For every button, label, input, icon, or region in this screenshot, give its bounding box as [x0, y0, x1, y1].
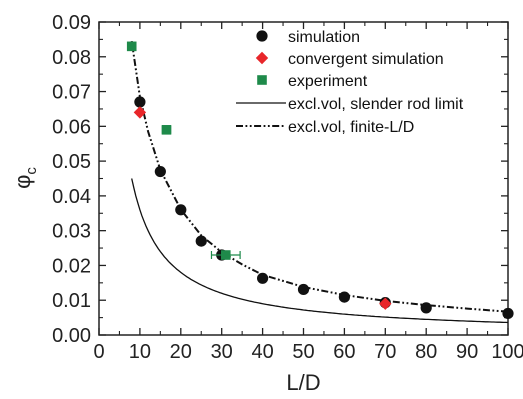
x-axis-label: L/D [286, 370, 320, 395]
y-axis-label: φc [10, 167, 40, 189]
legend-label: convergent simulation [288, 51, 444, 68]
legend-symbol [257, 75, 267, 85]
convergent-simulation-point [379, 297, 392, 310]
legend-label: excl.vol, finite-L/D [288, 119, 414, 136]
y-tick-label: 0.00 [52, 325, 91, 347]
x-tick-label: 20 [170, 341, 192, 363]
y-tick-label: 0.09 [52, 12, 91, 34]
x-tick-label: 30 [211, 341, 233, 363]
x-tick-label: 100 [491, 341, 523, 363]
y-tick-label: 0.05 [52, 151, 91, 173]
x-tick-label: 70 [374, 341, 396, 363]
x-tick-label: 50 [292, 341, 314, 363]
x-tick-label: 0 [93, 341, 104, 363]
convergent-simulation-point [133, 106, 147, 119]
legend-symbol [255, 51, 269, 65]
simulation-point [154, 165, 166, 178]
y-tick-label: 0.06 [52, 116, 91, 138]
legend-label: experiment [288, 73, 368, 90]
simulation-point [257, 272, 269, 284]
simulation-point [195, 235, 207, 247]
simulation-point [134, 96, 146, 108]
simulation-point [420, 302, 432, 314]
simulation-point [297, 283, 310, 296]
series-line [130, 40, 508, 313]
x-tick-label: 40 [251, 341, 273, 363]
y-tick-label: 0.01 [52, 290, 91, 312]
legend-symbol [256, 30, 268, 42]
simulation-point [502, 307, 514, 320]
y-tick-label: 0.03 [52, 221, 91, 243]
x-tick-label: 60 [333, 341, 355, 363]
x-tick-label: 90 [456, 341, 478, 363]
y-tick-label: 0.07 [52, 82, 91, 104]
legend-label: simulation [288, 29, 360, 46]
simulation-point [338, 291, 350, 303]
y-tick-label: 0.04 [52, 186, 91, 208]
legend-label: excl.vol, slender rod limit [288, 96, 464, 113]
experiment-point [126, 41, 137, 52]
y-tick-label: 0.02 [52, 255, 91, 277]
y-tick-label: 0.08 [52, 47, 91, 69]
simulation-point [175, 204, 187, 216]
experiment-point [161, 125, 172, 135]
series-line [131, 178, 508, 324]
y-axis-label-main: φ [10, 175, 35, 189]
x-tick-label: 80 [415, 341, 437, 363]
y-axis-label-sub: c [23, 167, 40, 175]
x-tick-label: 10 [129, 341, 151, 363]
experiment-point [220, 250, 231, 260]
